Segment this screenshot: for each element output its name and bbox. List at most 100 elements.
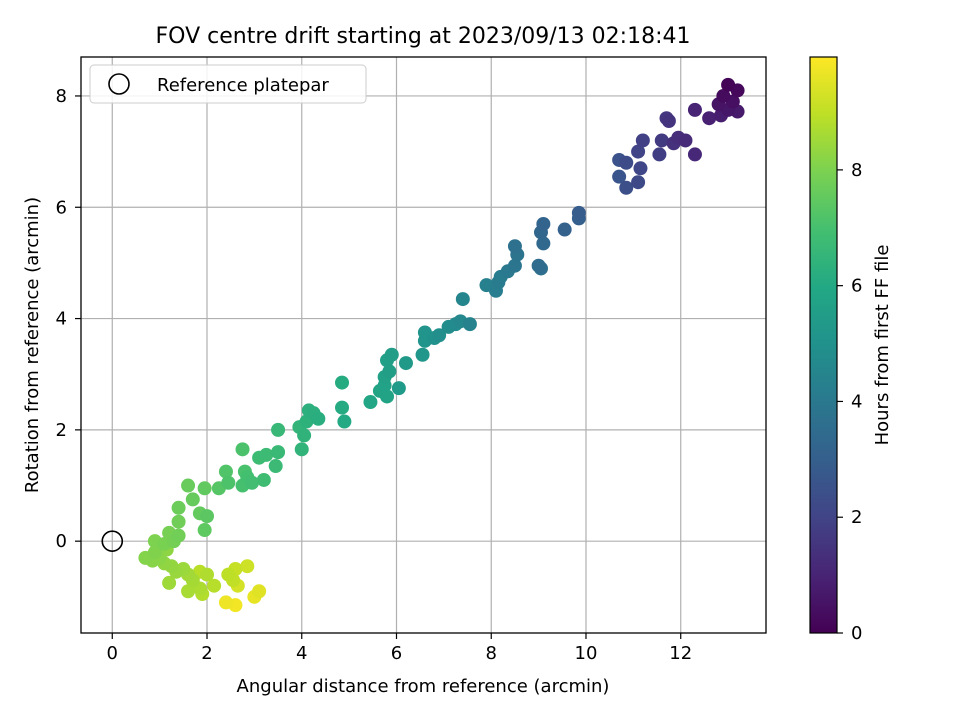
data-point xyxy=(382,364,397,379)
data-point xyxy=(507,239,522,254)
data-point xyxy=(687,147,702,162)
data-point xyxy=(612,169,627,184)
data-point xyxy=(661,114,676,128)
data-point xyxy=(380,389,395,404)
data-point xyxy=(631,175,646,190)
data-point xyxy=(363,395,378,410)
data-points xyxy=(138,77,745,613)
data-point xyxy=(171,514,186,529)
legend-box xyxy=(89,64,367,104)
data-point xyxy=(531,258,546,273)
chart-title: FOV centre drift starting at 2023/09/13 … xyxy=(156,24,691,49)
data-point xyxy=(256,472,271,487)
colorbar-tick-label: 4 xyxy=(851,391,862,412)
x-tick-label: 2 xyxy=(201,643,212,664)
data-point xyxy=(271,422,286,437)
data-point xyxy=(271,445,286,460)
x-tick-label: 10 xyxy=(575,643,598,664)
data-point xyxy=(200,567,215,582)
data-point xyxy=(181,478,196,493)
y-axis-label: Rotation from reference (arcmin) xyxy=(22,197,43,493)
x-tick-label: 4 xyxy=(296,643,307,664)
data-point xyxy=(415,347,430,362)
data-point xyxy=(259,447,274,462)
data-point xyxy=(218,464,233,479)
data-point xyxy=(171,528,186,543)
data-point xyxy=(185,492,200,507)
data-point xyxy=(507,258,522,273)
data-point xyxy=(557,222,572,237)
colorbar-tick-label: 6 xyxy=(851,276,862,297)
x-tick-label: 6 xyxy=(391,643,402,664)
data-point xyxy=(297,428,312,443)
data-point xyxy=(702,111,717,126)
legend-marker-icon xyxy=(108,73,130,95)
colorbar-tick-label: 8 xyxy=(851,160,862,181)
data-point xyxy=(252,584,267,599)
data-point xyxy=(536,216,551,231)
data-point xyxy=(268,459,283,474)
x-axis-label: Angular distance from reference (arcmin) xyxy=(237,676,610,697)
y-tick-label: 2 xyxy=(56,420,67,441)
y-tick-label: 8 xyxy=(56,86,67,107)
data-point xyxy=(207,578,222,593)
data-point xyxy=(631,144,646,159)
data-point xyxy=(654,133,669,148)
data-point xyxy=(245,475,260,490)
data-point xyxy=(197,523,212,538)
y-axis-ticks: 0 2 4 6 8 xyxy=(56,86,81,552)
x-tick-label: 8 xyxy=(486,643,497,664)
data-point xyxy=(432,328,447,343)
y-tick-label: 6 xyxy=(56,197,67,218)
data-point xyxy=(218,595,233,610)
colorbar-tick-label: 0 xyxy=(851,623,862,644)
data-point xyxy=(619,155,634,170)
data-point xyxy=(221,475,236,490)
legend-entry-label: Reference platepar xyxy=(157,75,329,96)
y-tick-label: 4 xyxy=(56,309,67,330)
data-point xyxy=(240,559,255,574)
data-point xyxy=(221,567,236,582)
data-point xyxy=(536,236,551,251)
grid-lines xyxy=(81,57,766,633)
data-point xyxy=(200,509,215,524)
data-point xyxy=(721,77,736,92)
data-point xyxy=(171,500,186,515)
x-tick-label: 0 xyxy=(107,643,118,664)
data-point xyxy=(162,575,177,590)
plot-frame xyxy=(80,56,767,634)
colorbar-tick-label: 2 xyxy=(851,507,862,528)
x-tick-label: 12 xyxy=(669,643,692,664)
data-point xyxy=(455,292,470,307)
data-point xyxy=(652,147,667,162)
data-point xyxy=(337,414,352,429)
data-point xyxy=(687,102,702,117)
data-point xyxy=(678,133,693,148)
data-point xyxy=(384,347,399,362)
data-point xyxy=(294,442,309,457)
data-point xyxy=(147,545,162,560)
reference-point-marker xyxy=(101,530,124,552)
data-point xyxy=(633,161,648,176)
data-point xyxy=(235,442,250,457)
data-point xyxy=(462,317,477,332)
data-point xyxy=(619,180,634,195)
data-point xyxy=(181,584,196,599)
data-point xyxy=(335,400,350,415)
colorbar xyxy=(809,56,838,634)
data-point xyxy=(716,88,731,103)
y-tick-label: 0 xyxy=(56,531,67,552)
data-point xyxy=(391,381,406,396)
data-point xyxy=(311,411,326,426)
data-point xyxy=(571,205,586,220)
data-point xyxy=(635,133,650,148)
data-point xyxy=(197,481,212,496)
colorbar-label: Hours from first FF file xyxy=(872,245,893,446)
data-point xyxy=(335,375,350,390)
data-point xyxy=(398,356,413,371)
x-axis-ticks: 0 2 4 6 8 10 12 xyxy=(107,633,692,664)
colorbar-ticks: 0 2 4 6 8 xyxy=(837,160,862,644)
legend: Reference platepar xyxy=(89,64,367,104)
